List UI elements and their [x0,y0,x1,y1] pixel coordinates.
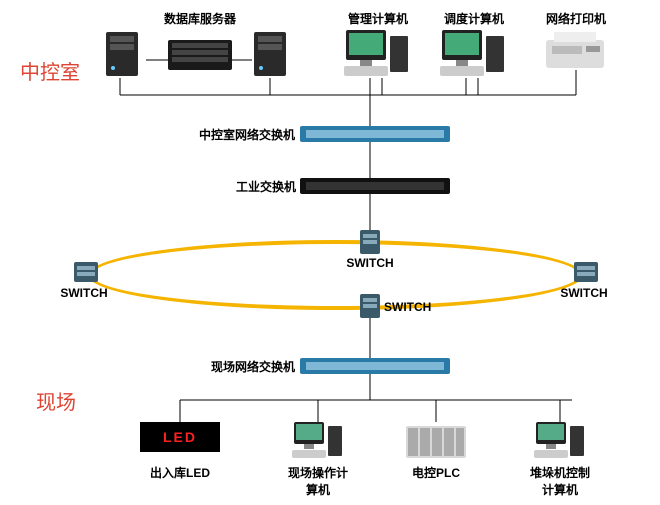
network-printer [542,30,608,72]
label-db-server: 数据库服务器 [160,10,240,27]
label-dispatch-computer: 调度计算机 [436,10,512,27]
label-control-room-switch: 中控室网络交换机 [175,126,295,143]
ring-network [88,240,583,310]
industrial-switch [300,178,450,194]
led-panel: LED [140,422,220,452]
electric-plc [404,420,468,462]
field-switch [300,358,450,374]
dispatch-computer [436,28,508,78]
label-field-switch: 现场网络交换机 [195,358,295,375]
zone-field: 现场 [36,386,76,415]
mgmt-computer [340,28,412,78]
ring-switch-top [358,228,382,256]
field-op-computer [290,420,346,462]
label-electric-plc: 电控PLC [408,464,464,481]
zone-control-room: 中控室 [20,56,80,85]
label-ring-switch-bottom: SWITCH [384,300,440,314]
label-ring-switch-top: SWITCH [342,256,398,270]
label-led: 出入库LED [142,464,218,481]
stacker-computer [532,420,588,462]
led-text: LED [163,429,197,445]
label-network-printer: 网络打印机 [540,10,612,27]
label-industrial-switch: 工业交换机 [210,178,296,195]
ring-switch-right [572,260,600,284]
db-rack [168,40,232,70]
server-tower-right [252,30,290,78]
control-room-switch [300,126,450,142]
label-ring-switch-right: SWITCH [556,286,612,300]
label-mgmt-computer: 管理计算机 [340,10,416,27]
label-stacker-computer: 堆垛机控制计算机 [526,464,594,498]
label-ring-switch-left: SWITCH [56,286,112,300]
ring-switch-bottom [358,292,382,320]
ring-switch-left [72,260,100,284]
label-field-op-computer: 现场操作计算机 [286,464,350,498]
server-tower-left [104,30,142,78]
